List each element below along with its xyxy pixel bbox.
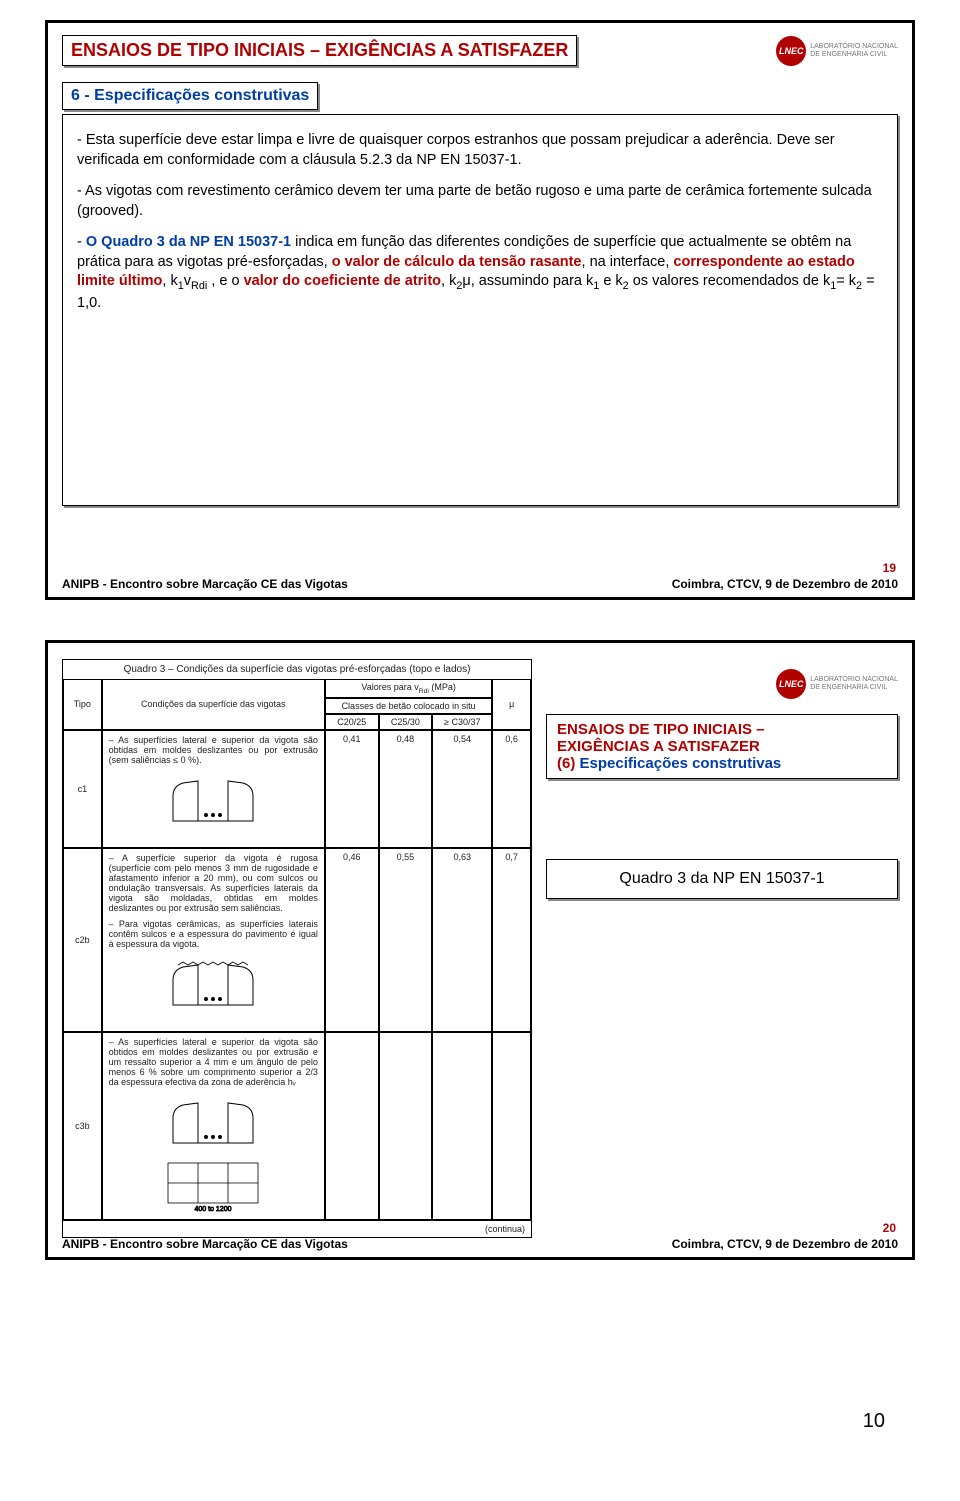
title-bar: ENSAIOS DE TIPO INICIAIS – EXIGÊNCIAS A … xyxy=(62,35,898,66)
col-c25: C25/30 xyxy=(379,714,433,730)
col-valores: Valores para vRdi (MPa) xyxy=(325,679,492,698)
logo-text: LABORATÓRIO NACIONAL DE ENGENHARIA CIVIL xyxy=(810,43,898,58)
quadro3-caption: Quadro 3 – Condições da superfície das v… xyxy=(63,660,531,679)
quadro-label-box: Quadro 3 da NP EN 15037-1 xyxy=(546,859,898,899)
lnec-logo: LNEC LABORATÓRIO NACIONAL DE ENGENHARIA … xyxy=(776,669,898,699)
paragraph-1: - Esta superfície deve estar limpa e liv… xyxy=(77,131,883,170)
slide-19: ENSAIOS DE TIPO INICIAIS – EXIGÊNCIAS A … xyxy=(45,20,915,600)
right-column: LNEC LABORATÓRIO NACIONAL DE ENGENHARIA … xyxy=(546,659,898,899)
slide-subtitle: 6 - Especificações construtivas xyxy=(62,82,318,110)
cell-mu xyxy=(492,1032,531,1220)
footer: ANIPB - Encontro sobre Marcação CE das V… xyxy=(62,577,898,591)
page-number: 19 xyxy=(883,561,896,575)
quadro3-container: Quadro 3 – Condições da superfície das v… xyxy=(62,659,532,1238)
table-row: c1 – As superfícies lateral e superior d… xyxy=(63,730,531,848)
cell-c20: 0,41 xyxy=(325,730,379,848)
footer: ANIPB - Encontro sobre Marcação CE das V… xyxy=(62,1237,898,1251)
footer-left: ANIPB - Encontro sobre Marcação CE das V… xyxy=(62,577,348,591)
cell-c25 xyxy=(379,1032,433,1220)
footer-right: Coimbra, CTCV, 9 de Dezembro de 2010 xyxy=(672,577,898,591)
cell-c30: 0,54 xyxy=(432,730,492,848)
content-box: - Esta superfície deve estar limpa e liv… xyxy=(62,114,898,506)
logo-badge: LNEC xyxy=(776,669,806,699)
cell-c25: 0,48 xyxy=(379,730,433,848)
cell-tipo: c1 xyxy=(63,730,102,848)
footer-right: Coimbra, CTCV, 9 de Dezembro de 2010 xyxy=(672,1237,898,1251)
col-c30: ≥ C30/37 xyxy=(432,714,492,730)
beam-diagram-icon: 400 to 1200 xyxy=(158,1093,268,1213)
quadro3-table: Quadro 3 – Condições da superfície das v… xyxy=(62,659,532,1238)
paragraph-2: - As vigotas com revestimento cerâmico d… xyxy=(77,182,883,221)
cell-c30 xyxy=(432,1032,492,1220)
document-page-number: 10 xyxy=(45,1410,915,1433)
col-cond: Condições da superfície das vigotas xyxy=(102,679,325,730)
col-classes: Classes de betão colocado in situ xyxy=(325,698,492,714)
slide-title: ENSAIOS DE TIPO INICIAIS – EXIGÊNCIAS A … xyxy=(62,35,577,66)
quadro3-continua: (continua) xyxy=(63,1220,531,1237)
right-title-box: ENSAIOS DE TIPO INICIAIS – EXIGÊNCIAS A … xyxy=(546,714,898,779)
paragraph-3: - O Quadro 3 da NP EN 15037-1 indica em … xyxy=(77,233,883,313)
right-line3: (6) Especificações construtivas xyxy=(557,755,887,772)
col-c20: C20/25 xyxy=(325,714,379,730)
lnec-logo: LNEC LABORATÓRIO NACIONAL DE ENGENHARIA … xyxy=(776,36,898,66)
logo-text: LABORATÓRIO NACIONAL DE ENGENHARIA CIVIL xyxy=(810,676,898,691)
cell-c25: 0,55 xyxy=(379,848,433,1032)
cell-c30: 0,63 xyxy=(432,848,492,1032)
logo-badge: LNEC xyxy=(776,36,806,66)
footer-left: ANIPB - Encontro sobre Marcação CE das V… xyxy=(62,1237,348,1251)
col-mu: µ xyxy=(492,679,531,730)
table-row: c2b – A superfície superior da vigota é … xyxy=(63,848,531,1032)
cell-desc: – As superfícies lateral e superior da v… xyxy=(102,730,325,848)
cell-c20 xyxy=(325,1032,379,1220)
cell-mu: 0,6 xyxy=(492,730,531,848)
cell-desc: – As superfícies lateral e superior da v… xyxy=(102,1032,325,1220)
slide-20: Quadro 3 – Condições da superfície das v… xyxy=(45,640,915,1260)
cell-tipo: c2b xyxy=(63,848,102,1032)
table-row: c3b – As superfícies lateral e superior … xyxy=(63,1032,531,1220)
svg-text:400 to 1200: 400 to 1200 xyxy=(195,1206,232,1213)
cell-desc: – A superfície superior da vigota é rugo… xyxy=(102,848,325,1032)
cell-mu: 0,7 xyxy=(492,848,531,1032)
page-number: 20 xyxy=(883,1221,896,1235)
cell-tipo: c3b xyxy=(63,1032,102,1220)
right-line2: EXIGÊNCIAS A SATISFAZER xyxy=(557,738,887,755)
right-line1: ENSAIOS DE TIPO INICIAIS – xyxy=(557,721,887,738)
beam-diagram-icon xyxy=(158,955,268,1025)
beam-diagram-icon xyxy=(158,771,268,841)
col-tipo: Tipo xyxy=(63,679,102,730)
cell-c20: 0,46 xyxy=(325,848,379,1032)
